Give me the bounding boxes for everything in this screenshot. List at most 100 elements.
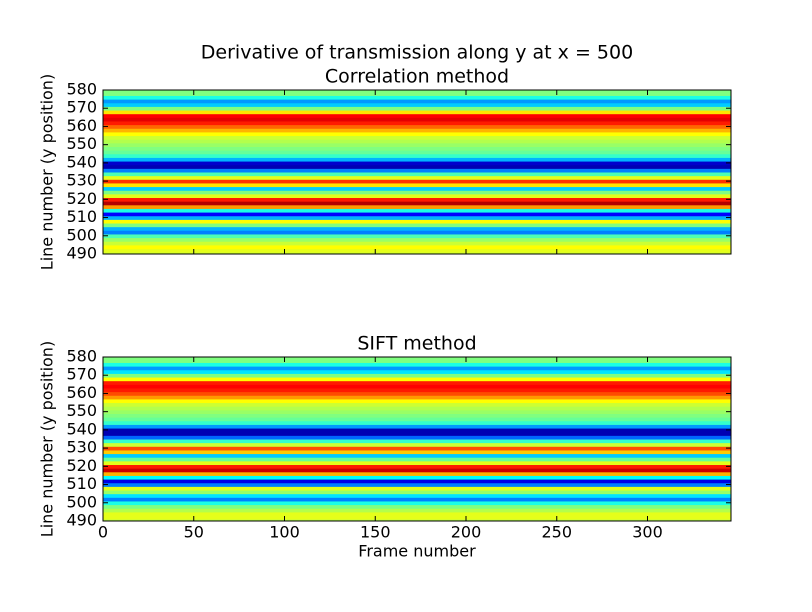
heat-row	[103, 511, 731, 517]
heat-row	[103, 142, 731, 147]
heat-row	[103, 478, 731, 484]
heat-row	[103, 138, 731, 144]
x-tick-label: 150	[360, 523, 391, 542]
heat-row	[103, 464, 731, 469]
heat-row	[103, 376, 731, 382]
heat-row	[103, 453, 731, 458]
heat-row	[103, 197, 731, 202]
heat-row	[103, 189, 731, 195]
heat-row	[103, 222, 731, 228]
heat-row	[103, 204, 731, 209]
y-tick-label: 560	[66, 116, 97, 135]
heat-row	[103, 442, 731, 447]
heat-row	[103, 460, 731, 466]
heat-row	[103, 175, 731, 180]
heat-row	[103, 215, 731, 220]
y-tick-label: 540	[66, 419, 97, 438]
heat-row	[103, 449, 731, 455]
y-tick-label: 580	[66, 347, 97, 366]
heat-row	[103, 233, 731, 239]
heat-row	[103, 431, 731, 436]
heat-row	[103, 91, 731, 96]
heat-row	[103, 131, 731, 137]
chart-title: SIFT method	[357, 333, 476, 355]
y-tick-label: 510	[66, 474, 97, 493]
heat-row	[103, 500, 731, 506]
x-tick-label: 200	[451, 523, 482, 542]
heat-row	[103, 240, 731, 246]
heat-row	[103, 372, 731, 378]
axes-frame	[102, 89, 732, 255]
chart-title: Derivative of transmission along y at x …	[201, 42, 633, 64]
y-tick-label: 550	[66, 134, 97, 153]
heat-row	[103, 482, 731, 487]
heat-row	[103, 226, 731, 231]
y-tick-label: 570	[66, 365, 97, 384]
heat-row	[103, 467, 731, 473]
heat-row	[103, 135, 731, 140]
heat-row	[103, 90, 731, 93]
y-tick-label: 490	[66, 244, 97, 263]
y-tick-label: 520	[66, 456, 97, 475]
heat-row	[103, 504, 731, 509]
heat-row	[103, 394, 731, 400]
heatmap	[103, 90, 731, 254]
y-tick-label: 500	[66, 225, 97, 244]
heat-row	[103, 496, 731, 502]
heat-row	[103, 120, 731, 126]
heat-row	[103, 200, 731, 206]
heat-row	[103, 237, 731, 242]
heat-row	[103, 164, 731, 169]
y-tick-label: 490	[66, 511, 97, 530]
heat-row	[103, 149, 731, 155]
heat-row	[103, 489, 731, 495]
heat-row	[103, 493, 731, 498]
heat-row	[103, 145, 731, 151]
heat-row	[103, 207, 731, 213]
heat-row	[103, 156, 731, 162]
heat-row	[103, 409, 731, 414]
heat-row	[103, 485, 731, 491]
x-tick-label: 0	[98, 523, 108, 542]
heat-row	[103, 391, 731, 396]
y-tick-label: 540	[66, 152, 97, 171]
heat-row	[103, 405, 731, 411]
heat-row	[103, 387, 731, 393]
heat-row	[103, 507, 731, 513]
y-tick-label: 550	[66, 401, 97, 420]
heat-row	[103, 186, 731, 191]
heat-row	[103, 116, 731, 122]
heat-row	[103, 471, 731, 476]
heat-row	[103, 456, 731, 462]
heat-row	[103, 438, 731, 444]
x-axis-label: Frame number	[358, 542, 476, 561]
heat-row	[103, 248, 731, 253]
x-tick-label: 100	[269, 523, 300, 542]
y-tick-label: 570	[66, 98, 97, 117]
heat-row	[103, 98, 731, 104]
heat-row	[103, 361, 731, 367]
y-tick-label: 560	[66, 383, 97, 402]
y-tick-label: 500	[66, 492, 97, 511]
heat-row	[103, 251, 731, 254]
x-tick-label: 250	[541, 523, 572, 542]
heat-row	[103, 124, 731, 129]
heat-row	[103, 244, 731, 250]
x-tick-label: 300	[632, 523, 663, 542]
heat-row	[103, 365, 731, 371]
heat-row	[103, 171, 731, 177]
y-tick-label: 530	[66, 171, 97, 190]
heat-row	[103, 445, 731, 451]
y-tick-label: 510	[66, 207, 97, 226]
heat-row	[103, 402, 731, 407]
heat-row	[103, 229, 731, 235]
heat-row	[103, 105, 731, 111]
chart-subtitle: Correlation method	[325, 66, 509, 88]
heat-row	[103, 94, 731, 100]
heatmap	[103, 357, 731, 521]
heat-row	[103, 515, 731, 520]
heat-row	[103, 434, 731, 440]
heat-row	[103, 416, 731, 422]
y-tick-label: 530	[66, 438, 97, 457]
